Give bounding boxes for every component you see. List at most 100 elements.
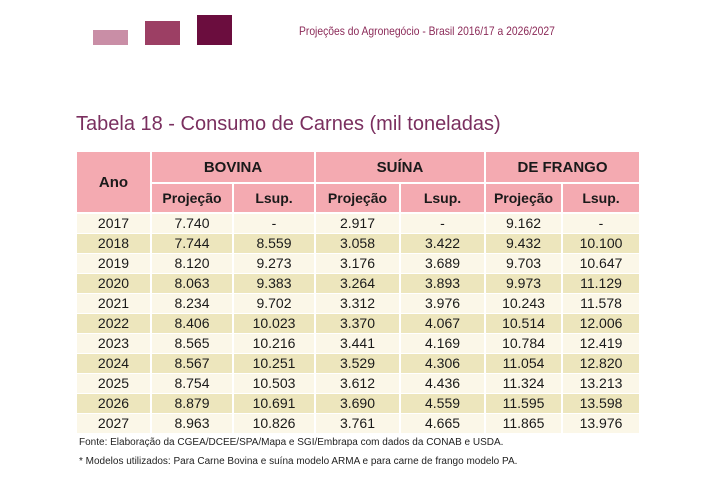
subheader-frango-projecao: Projeção (485, 183, 564, 214)
table-cell: 8.406 (151, 313, 234, 334)
table-row: 2025 8.754 10.503 3.612 4.436 11.324 13.213 (77, 373, 642, 394)
decor-square-dark (197, 15, 232, 45)
table-row: 2017 7.740-2.917-9.162- (77, 213, 642, 234)
table-row: 2026 8.879 10.691 3.690 4.559 11.595 13.598 (77, 393, 642, 414)
table-cell: 3.529 (315, 353, 401, 374)
table-cell: 8.754 (151, 373, 234, 394)
table-cell: 8.120 (151, 253, 234, 274)
table-cell: 3.976 (400, 293, 487, 314)
table-cell: 7.744 (151, 233, 234, 254)
table-cell: 9.703 (485, 253, 564, 274)
table-cell: 10.100 (562, 233, 642, 254)
group-header-suina: SUÍNA (315, 152, 487, 184)
table-cell: 11.595 (485, 393, 564, 414)
table-cell: 4.436 (400, 373, 487, 394)
table-cell: 10.784 (485, 333, 564, 354)
table-cell: 8.063 (151, 273, 234, 294)
table-cell: 9.383 (233, 273, 316, 294)
table-cell: 3.264 (315, 273, 401, 294)
table-cell: 3.312 (315, 293, 401, 314)
subheader-frango-lsup: Lsup. (562, 183, 642, 214)
table-body: 2017 7.740-2.917-9.162-2018 7.744 8.559 3.05… (77, 213, 642, 434)
table-row: 2021 8.234 9.702 3.312 3.976 10.243 11.578 (77, 293, 642, 314)
table-cell: 8.567 (151, 353, 234, 374)
table-cell: 13.976 (562, 413, 642, 434)
table-cell: 10.243 (485, 293, 564, 314)
decor-square-light (93, 30, 128, 45)
table-cell: - (400, 213, 487, 234)
table-cell: 12.820 (562, 353, 642, 374)
page-header-title: Projeções do Agronegócio - Brasil 2016/1… (299, 24, 555, 38)
table-cell: 9.162 (485, 213, 564, 234)
table-cell: 3.441 (315, 333, 401, 354)
table-cell: 9.273 (233, 253, 316, 274)
table-cell: 4.665 (400, 413, 487, 434)
cell-year: 2022 (77, 313, 152, 334)
table-row: 2027 8.963 10.826 3.761 4.665 11.865 13.976 (77, 413, 642, 434)
table-cell: 3.370 (315, 313, 401, 334)
subheader-suina-projecao: Projeção (315, 183, 401, 214)
table-cell: 8.559 (233, 233, 316, 254)
subheader-suina-lsup: Lsup. (400, 183, 487, 214)
table-cell: 7.740 (151, 213, 234, 234)
table-cell: 4.169 (400, 333, 487, 354)
table-row: 2018 7.744 8.559 3.058 3.422 9.432 10.100 (77, 233, 642, 254)
table-cell: 11.865 (485, 413, 564, 434)
table-cell: 3.690 (315, 393, 401, 414)
cell-year: 2020 (77, 273, 152, 294)
table-cell: 12.419 (562, 333, 642, 354)
cell-year: 2027 (77, 413, 152, 434)
models-note: * Modelos utilizados: Para Carne Bovina … (79, 456, 518, 467)
table-cell: 8.963 (151, 413, 234, 434)
table-cell: 3.761 (315, 413, 401, 434)
cell-year: 2026 (77, 393, 152, 414)
table-cell: 13.598 (562, 393, 642, 414)
table-cell: 3.612 (315, 373, 401, 394)
col-header-year: Ano (77, 152, 152, 214)
group-header-frango: DE FRANGO (485, 152, 642, 184)
source-note: Fonte: Elaboração da CGEA/DCEE/SPA/Mapa … (79, 437, 504, 448)
table-row: 2020 8.063 9.383 3.264 3.893 9.973 11.129 (77, 273, 642, 294)
table-cell: - (233, 213, 316, 234)
table-cell: 3.893 (400, 273, 487, 294)
table-cell: 3.058 (315, 233, 401, 254)
cell-year: 2021 (77, 293, 152, 314)
table-cell: 4.559 (400, 393, 487, 414)
table-cell: 8.234 (151, 293, 234, 314)
table-row: 2022 8.406 10.023 3.370 4.067 10.514 12.006 (77, 313, 642, 334)
table-row: 2023 8.565 10.216 3.441 4.169 10.784 12.419 (77, 333, 642, 354)
table-cell: 13.213 (562, 373, 642, 394)
table-cell: 8.879 (151, 393, 234, 414)
decor-square-medium (145, 21, 180, 45)
table-cell: 11.054 (485, 353, 564, 374)
table-cell: 10.503 (233, 373, 316, 394)
table-subheader-row: Projeção Lsup. Projeção Lsup. Projeção L… (77, 183, 642, 214)
table-cell: - (562, 213, 642, 234)
cell-year: 2023 (77, 333, 152, 354)
table-cell: 12.006 (562, 313, 642, 334)
table-row: 2019 8.120 9.273 3.176 3.689 9.703 10.647 (77, 253, 642, 274)
cell-year: 2024 (77, 353, 152, 374)
cell-year: 2018 (77, 233, 152, 254)
table-cell: 3.176 (315, 253, 401, 274)
table-cell: 11.324 (485, 373, 564, 394)
table-title: Tabela 18 - Consumo de Carnes (mil tonel… (76, 113, 501, 135)
cell-year: 2017 (77, 213, 152, 234)
table-cell: 11.129 (562, 273, 642, 294)
table-cell: 10.023 (233, 313, 316, 334)
table-row: 2024 8.567 10.251 3.529 4.306 11.054 12.820 (77, 353, 642, 374)
table-cell: 10.216 (233, 333, 316, 354)
table-cell: 10.826 (233, 413, 316, 434)
table-cell: 10.251 (233, 353, 316, 374)
table-cell: 10.647 (562, 253, 642, 274)
table-cell: 9.973 (485, 273, 564, 294)
table-cell: 4.306 (400, 353, 487, 374)
cell-year: 2019 (77, 253, 152, 274)
table-cell: 10.514 (485, 313, 564, 334)
table-cell: 4.067 (400, 313, 487, 334)
table-cell: 2.917 (315, 213, 401, 234)
table-group-header-row: Ano BOVINA SUÍNA DE FRANGO (77, 152, 642, 214)
table-cell: 10.691 (233, 393, 316, 414)
cell-year: 2025 (77, 373, 152, 394)
table-cell: 11.578 (562, 293, 642, 314)
